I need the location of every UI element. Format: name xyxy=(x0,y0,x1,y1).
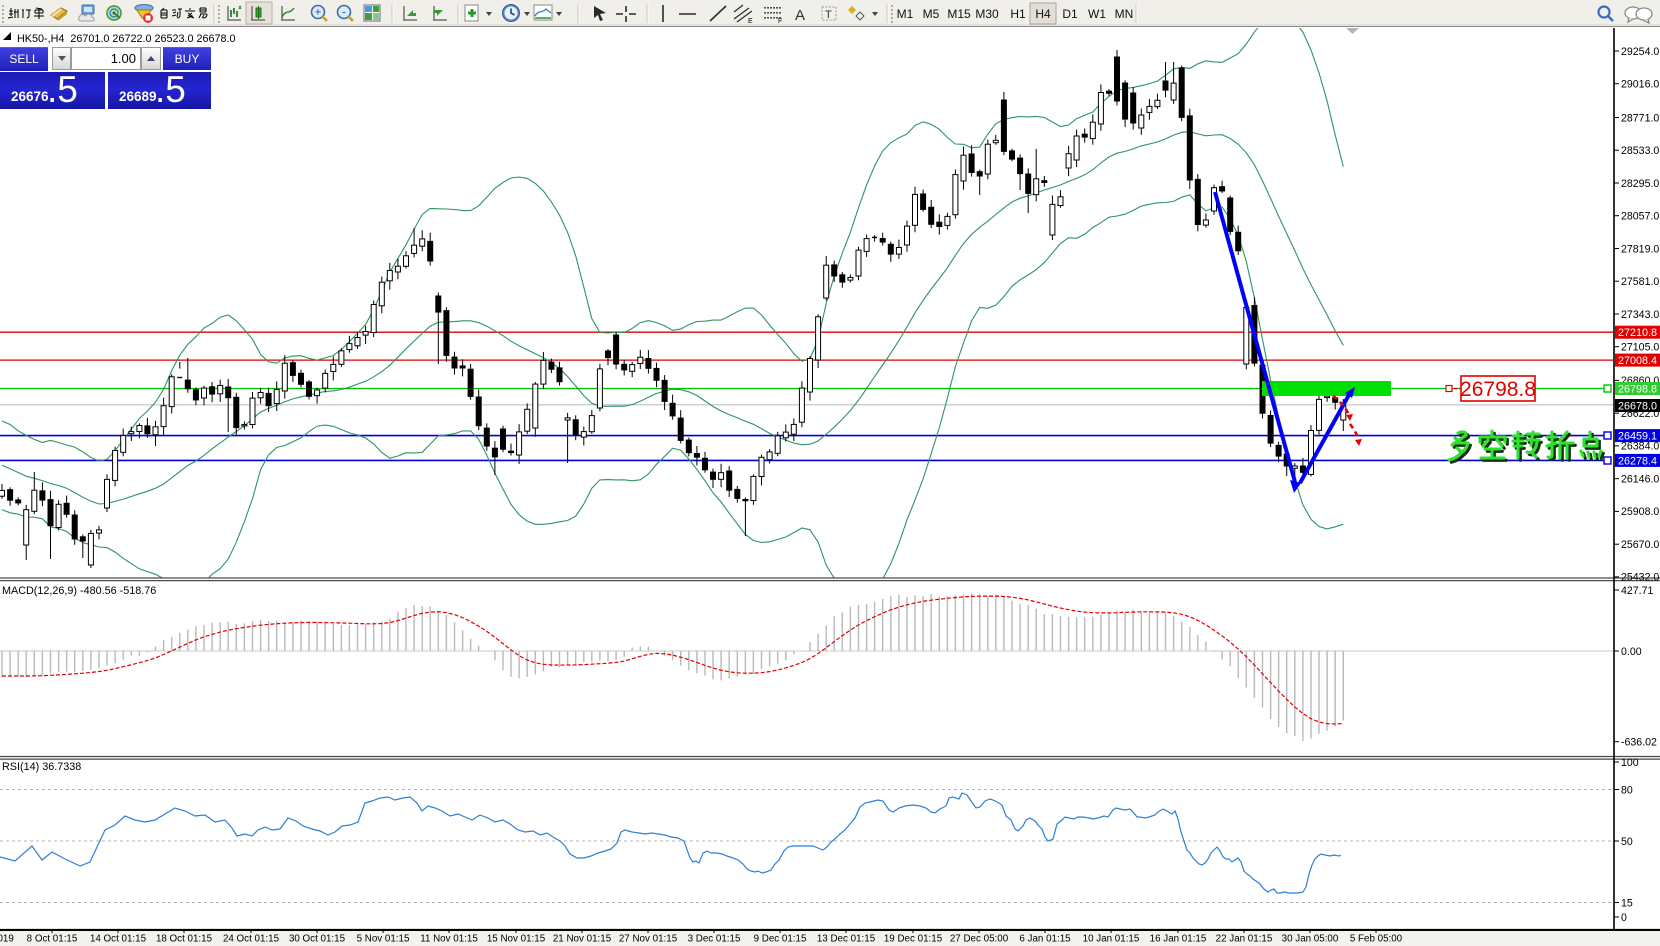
svg-text:RSI(14) 36.7338: RSI(14) 36.7338 xyxy=(2,761,81,773)
svg-text:26798.8: 26798.8 xyxy=(1460,378,1536,401)
svg-text:30 Sep 2019: 30 Sep 2019 xyxy=(0,934,14,945)
svg-text:H4: H4 xyxy=(1035,7,1051,21)
svg-text:25908.0: 25908.0 xyxy=(1621,506,1659,518)
svg-text:F: F xyxy=(778,18,782,25)
svg-text:25670.0: 25670.0 xyxy=(1621,539,1659,551)
svg-text:24 Oct 01:15: 24 Oct 01:15 xyxy=(223,934,280,945)
svg-text:26459.1: 26459.1 xyxy=(1618,431,1657,443)
svg-text:26278.4: 26278.4 xyxy=(1618,455,1657,467)
svg-text:3 Dec 01:15: 3 Dec 01:15 xyxy=(688,934,741,945)
svg-text:+: + xyxy=(315,7,321,19)
svg-text:26678.0: 26678.0 xyxy=(1618,401,1657,413)
svg-text:-636.02: -636.02 xyxy=(1621,737,1657,749)
svg-text:8 Oct 01:15: 8 Oct 01:15 xyxy=(27,934,78,945)
svg-text:28533.0: 28533.0 xyxy=(1621,145,1659,157)
svg-text:27105.0: 27105.0 xyxy=(1621,342,1659,354)
svg-text:D1: D1 xyxy=(1062,7,1078,21)
svg-text:29016.0: 29016.0 xyxy=(1621,79,1659,91)
svg-text:27819.0: 27819.0 xyxy=(1621,243,1659,255)
svg-text:W1: W1 xyxy=(1088,7,1106,21)
svg-text:27343.0: 27343.0 xyxy=(1621,309,1659,321)
svg-text:50: 50 xyxy=(1621,836,1633,848)
svg-text:100: 100 xyxy=(1621,757,1639,769)
svg-text:14 Oct 01:15: 14 Oct 01:15 xyxy=(90,934,147,945)
svg-text:27 Nov 01:15: 27 Nov 01:15 xyxy=(619,934,678,945)
svg-text:80: 80 xyxy=(1621,784,1633,796)
svg-text:-: - xyxy=(342,7,346,19)
svg-text:15 Nov 01:15: 15 Nov 01:15 xyxy=(487,934,546,945)
svg-text:M15: M15 xyxy=(947,7,971,21)
svg-text:26384.0: 26384.0 xyxy=(1621,441,1659,453)
svg-text:5 Feb 05:00: 5 Feb 05:00 xyxy=(1350,934,1403,945)
svg-text:30 Jan 05:00: 30 Jan 05:00 xyxy=(1282,934,1339,945)
svg-text:5 Nov 01:15: 5 Nov 01:15 xyxy=(357,934,410,945)
svg-text:MN: MN xyxy=(1115,7,1134,21)
svg-text:30 Oct 01:15: 30 Oct 01:15 xyxy=(289,934,346,945)
svg-text:M30: M30 xyxy=(975,7,999,21)
svg-text:MACD(12,26,9) -480.56 -518.76: MACD(12,26,9) -480.56 -518.76 xyxy=(2,585,156,597)
svg-text:26798.8: 26798.8 xyxy=(1618,384,1657,396)
svg-text:6 Jan 01:15: 6 Jan 01:15 xyxy=(1019,934,1071,945)
svg-text:E: E xyxy=(748,18,753,25)
svg-text:M5: M5 xyxy=(923,7,940,21)
svg-text:13 Dec 01:15: 13 Dec 01:15 xyxy=(817,934,876,945)
svg-text:0: 0 xyxy=(1621,912,1627,924)
svg-text:28057.0: 28057.0 xyxy=(1621,211,1659,223)
svg-text:9 Dec 01:15: 9 Dec 01:15 xyxy=(754,934,807,945)
svg-text:25432.0: 25432.0 xyxy=(1621,572,1659,584)
svg-text:T: T xyxy=(825,9,832,21)
svg-text:18 Oct 01:15: 18 Oct 01:15 xyxy=(156,934,213,945)
svg-text:27008.4: 27008.4 xyxy=(1618,355,1657,367)
svg-text:26146.0: 26146.0 xyxy=(1621,474,1659,486)
svg-text:28771.0: 28771.0 xyxy=(1621,112,1659,124)
svg-text:27 Dec 05:00: 27 Dec 05:00 xyxy=(950,934,1009,945)
svg-text:29254.0: 29254.0 xyxy=(1621,46,1659,58)
svg-text:0.00: 0.00 xyxy=(1621,646,1642,658)
svg-text:H1: H1 xyxy=(1010,7,1026,21)
svg-text:16 Jan 01:15: 16 Jan 01:15 xyxy=(1150,934,1207,945)
svg-text:22 Jan 01:15: 22 Jan 01:15 xyxy=(1216,934,1273,945)
svg-text:HK50-,H4 26701.0 26722.0 2652: HK50-,H4 26701.0 26722.0 26523.0 26678.0 xyxy=(17,33,236,45)
svg-text:28295.0: 28295.0 xyxy=(1621,178,1659,190)
svg-text:11 Nov 01:15: 11 Nov 01:15 xyxy=(420,934,478,945)
svg-text:27581.0: 27581.0 xyxy=(1621,276,1659,288)
svg-text:15: 15 xyxy=(1621,897,1633,909)
svg-text:427.71: 427.71 xyxy=(1621,585,1654,597)
svg-text:M1: M1 xyxy=(897,7,914,21)
svg-text:A: A xyxy=(795,7,805,24)
svg-text:10 Jan 01:15: 10 Jan 01:15 xyxy=(1083,934,1140,945)
svg-text:21 Nov 01:15: 21 Nov 01:15 xyxy=(553,934,612,945)
svg-text:19 Dec 01:15: 19 Dec 01:15 xyxy=(884,934,943,945)
svg-text:27210.8: 27210.8 xyxy=(1618,327,1657,339)
